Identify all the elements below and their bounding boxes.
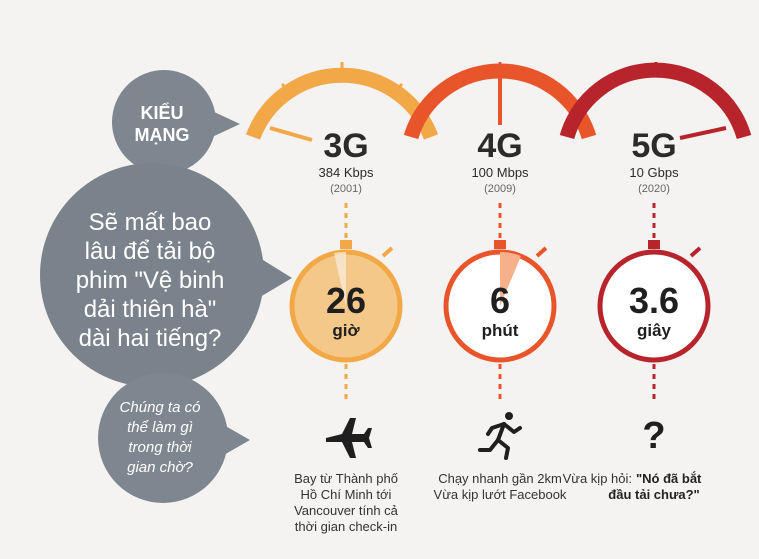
gen-label-3g: 3G bbox=[323, 127, 368, 165]
wait-bubble-pointer bbox=[222, 424, 250, 456]
gauge-3g-tick-left bbox=[280, 82, 291, 93]
gauge-5g bbox=[559, 62, 752, 140]
stopwatch-4g-wedge bbox=[500, 251, 521, 306]
stopwatch-3g-button bbox=[340, 240, 352, 249]
wait-bubble: Chúng ta có thể làm gì trong thời gian c… bbox=[98, 373, 250, 503]
network-type-line2: MẠNG bbox=[135, 125, 190, 145]
stopwatch-3g-remainder bbox=[334, 251, 346, 306]
wait-line-2: thể làm gì bbox=[127, 419, 193, 436]
question-line-5: dài hai tiếng? bbox=[79, 325, 222, 352]
stopwatch-3g-side-button bbox=[381, 246, 394, 258]
caption-3g-line-3: Vancouver tính cả bbox=[294, 503, 399, 518]
wait-bubble-circle bbox=[98, 373, 228, 503]
column-4g: 4G 100 Mbps (2009) 6 phút Chạy nhanh gần… bbox=[434, 127, 567, 502]
stopwatch-5g-face bbox=[597, 249, 711, 363]
runner-icon bbox=[478, 412, 522, 460]
gauge-3g-tick-right bbox=[393, 82, 404, 93]
gauge-4g-tick-right bbox=[551, 82, 562, 93]
gauge-5g-tick-left bbox=[595, 82, 606, 93]
speed-5g: 10 Gbps bbox=[629, 165, 679, 180]
stopwatch-5g-side-button bbox=[689, 246, 702, 258]
time-unit-3g: giờ bbox=[332, 321, 360, 340]
caption-4g-line-1: Chạy nhanh gần 2km bbox=[438, 471, 562, 486]
speed-3g: 384 Kbps bbox=[319, 165, 374, 180]
time-value-3g: 26 bbox=[326, 280, 366, 321]
wait-line-3: trong thời bbox=[128, 439, 192, 456]
year-3g: (2001) bbox=[330, 183, 362, 195]
year-5g: (2020) bbox=[638, 183, 670, 195]
question-bubble-circle bbox=[40, 163, 264, 387]
question-bubble: Sẽ mất bao lâu để tải bộ phim "Vệ binh d… bbox=[40, 163, 292, 387]
gauge-3g bbox=[245, 62, 439, 142]
time-unit-4g: phút bbox=[482, 321, 519, 340]
gen-label-5g: 5G bbox=[631, 127, 676, 165]
question-line-1: Sẽ mất bao bbox=[89, 209, 212, 236]
time-unit-5g: giây bbox=[637, 321, 672, 340]
column-5g: 5G 10 Gbps (2020) 3.6 giây ? Vừa kịp hỏi… bbox=[563, 127, 711, 502]
question-bubble-pointer bbox=[255, 255, 292, 300]
caption-5g-bold-line-1: "Nó đã bắt bbox=[636, 471, 702, 486]
airplane-icon bbox=[326, 418, 372, 458]
gauge-5g-tick-right bbox=[707, 82, 718, 93]
gauge-3g-arc bbox=[245, 67, 439, 140]
gauge-3g-needle bbox=[269, 126, 313, 142]
question-line-4: dải thiên hà" bbox=[84, 296, 217, 323]
caption-5g-line-1: Vừa kịp hỏi: bbox=[563, 471, 632, 486]
network-type-line1: KIỂU bbox=[140, 102, 183, 123]
gen-label-4g: 4G bbox=[477, 127, 522, 165]
year-4g: (2009) bbox=[484, 183, 516, 195]
caption-5g-bold-line-2: đầu tải chưa?" bbox=[608, 487, 699, 502]
stopwatch-5g-button bbox=[648, 240, 660, 249]
network-type-bubble-circle bbox=[112, 70, 216, 174]
question-icon: ? bbox=[642, 415, 665, 457]
caption-4g-line-2: Vừa kịp lướt Facebook bbox=[434, 487, 567, 502]
speed-4g: 100 Mbps bbox=[471, 165, 529, 180]
network-type-bubble-pointer bbox=[210, 110, 240, 138]
time-value-5g: 3.6 bbox=[629, 280, 679, 321]
question-line-2: lâu để tải bộ bbox=[85, 238, 216, 265]
stopwatch-4g-side-button bbox=[535, 246, 548, 258]
caption-3g-line-4: thời gian check-in bbox=[295, 519, 397, 534]
gauge-5g-needle bbox=[679, 126, 727, 140]
column-3g: 3G 384 Kbps (2001) 26 giờ Bay từ Thành p… bbox=[289, 127, 403, 534]
stopwatch-4g-button bbox=[494, 240, 506, 249]
network-type-bubble: KIỂU MẠNG bbox=[112, 70, 240, 174]
wait-line-4: gian chờ? bbox=[127, 459, 193, 476]
caption-3g-line-1: Bay từ Thành phố bbox=[294, 471, 398, 486]
gauge-4g-tick-left bbox=[438, 82, 449, 93]
wait-line-1: Chúng ta có bbox=[120, 399, 201, 416]
caption-3g-line-2: Hồ Chí Minh tới bbox=[301, 487, 392, 502]
time-value-4g: 6 bbox=[490, 280, 510, 321]
question-line-3: phim "Vệ binh bbox=[76, 267, 225, 294]
gauge-4g bbox=[403, 62, 597, 140]
